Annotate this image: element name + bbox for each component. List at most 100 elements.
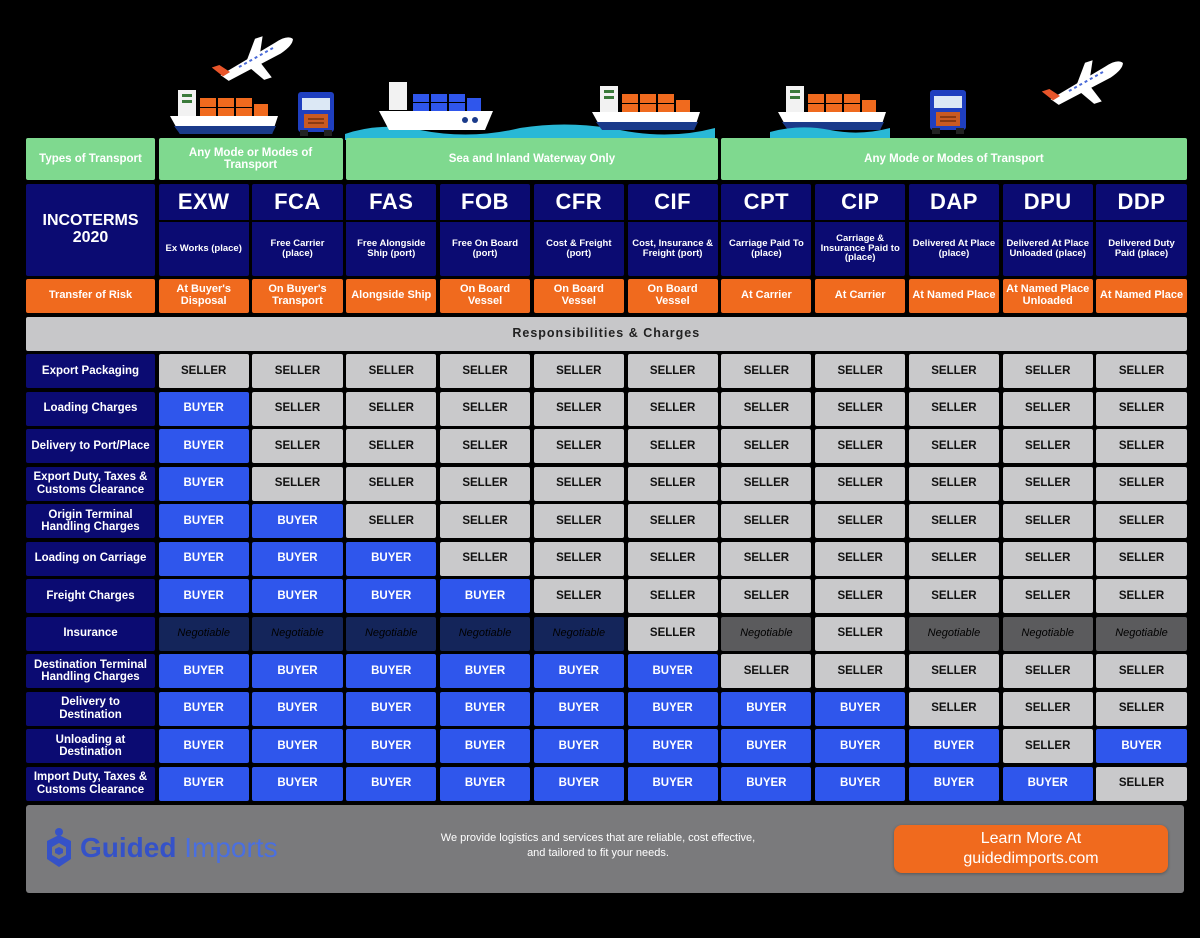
- responsibility-cell: SELLER: [627, 541, 718, 576]
- term-code: EXW: [158, 184, 249, 222]
- tagline-line-1: We provide logistics and services that a…: [440, 832, 756, 844]
- responsibility-cell: Negotiable: [346, 616, 437, 651]
- responsibility-cell: BUYER: [346, 579, 437, 613]
- responsibility-cell: SELLER: [1096, 541, 1187, 576]
- responsibility-cell: SELLER: [908, 541, 1000, 576]
- responsibility-cell: BUYER: [533, 654, 624, 688]
- transport-group-any-mode-2: Any Mode or Modes of Transport: [721, 138, 1187, 180]
- responsibility-cell: SELLER: [627, 616, 718, 651]
- responsibility-cell: SELLER: [908, 429, 1000, 463]
- risk-fob: On Board Vessel: [439, 279, 531, 313]
- responsibility-cell: SELLER: [721, 391, 812, 426]
- responsibility-cell: SELLER: [1002, 354, 1093, 388]
- responsibility-cell: SELLER: [439, 391, 531, 426]
- term-name: Delivered Duty Paid (place): [1108, 237, 1175, 259]
- term-name: Cost, Insurance & Freight (port): [632, 237, 713, 259]
- row-label: Import Duty, Taxes & Customs Clearance: [26, 766, 155, 801]
- responsibility-cell: SELLER: [721, 466, 812, 501]
- responsibility-cell: BUYER: [439, 766, 531, 801]
- term-header-fas: FAS Free Alongside Ship (port): [346, 183, 437, 276]
- responsibility-cell: BUYER: [721, 691, 812, 726]
- responsibility-cell: BUYER: [252, 541, 343, 576]
- row-label: Loading on Carriage: [26, 541, 155, 576]
- responsibility-cell: BUYER: [158, 541, 249, 576]
- guided-imports-logo[interactable]: Guided Imports: [46, 827, 278, 869]
- responsibility-cell: BUYER: [533, 729, 624, 763]
- responsibility-cell: BUYER: [908, 729, 1000, 763]
- responsibility-cell: BUYER: [346, 654, 437, 688]
- risk-cip: At Carrier: [815, 279, 906, 313]
- responsibility-cell: BUYER: [1096, 729, 1187, 763]
- responsibility-cell: SELLER: [439, 429, 531, 463]
- responsibility-cell: SELLER: [1096, 654, 1187, 688]
- responsibility-cell: BUYER: [439, 691, 531, 726]
- responsibility-cell: BUYER: [721, 729, 812, 763]
- term-header-ddp: DDP Delivered Duty Paid (place): [1096, 183, 1187, 276]
- responsibility-cell: SELLER: [1002, 391, 1093, 426]
- responsibility-cell: SELLER: [1096, 429, 1187, 463]
- transport-group-any-mode: Any Mode or Modes of Transport: [158, 138, 343, 180]
- responsibility-cell: BUYER: [158, 654, 249, 688]
- risk-ddp: At Named Place: [1096, 279, 1187, 313]
- responsibility-cell: BUYER: [158, 729, 249, 763]
- responsibility-cell: SELLER: [346, 466, 437, 501]
- responsibility-cell: SELLER: [533, 466, 624, 501]
- responsibility-cell: SELLER: [533, 391, 624, 426]
- risk-row-label: Transfer of Risk: [26, 279, 155, 313]
- responsibility-cell: SELLER: [908, 354, 1000, 388]
- term-code: DPU: [1002, 184, 1093, 222]
- responsibility-cell: BUYER: [533, 766, 624, 801]
- responsibility-cell: SELLER: [1096, 354, 1187, 388]
- learn-more-button[interactable]: Learn More At guidedimports.com: [894, 825, 1168, 873]
- term-header-fob: FOB Free On Board (port): [439, 183, 531, 276]
- responsibility-cell: SELLER: [815, 541, 906, 576]
- responsibility-cell: SELLER: [252, 429, 343, 463]
- responsibility-cell: SELLER: [252, 354, 343, 388]
- responsibility-cell: SELLER: [815, 391, 906, 426]
- responsibility-cell: BUYER: [1002, 766, 1093, 801]
- responsibility-cell: Negotiable: [721, 616, 812, 651]
- responsibility-cell: BUYER: [158, 429, 249, 463]
- responsibility-cell: SELLER: [815, 579, 906, 613]
- responsibility-cell: SELLER: [627, 354, 718, 388]
- term-header-dpu: DPU Delivered At Place Unloaded (place): [1002, 183, 1093, 276]
- responsibility-cell: BUYER: [815, 691, 906, 726]
- term-header-cip: CIP Carriage & Insurance Paid to (place): [815, 183, 906, 276]
- logo-icon: [47, 828, 71, 867]
- responsibility-cell: SELLER: [721, 504, 812, 538]
- responsibility-cell: SELLER: [908, 391, 1000, 426]
- term-code: CFR: [533, 184, 624, 222]
- risk-cpt: At Carrier: [721, 279, 812, 313]
- responsibility-cell: Negotiable: [908, 616, 1000, 651]
- responsibility-cell: SELLER: [908, 654, 1000, 688]
- responsibility-cell: BUYER: [346, 766, 437, 801]
- responsibility-cell: Negotiable: [1096, 616, 1187, 651]
- term-code: FAS: [346, 184, 437, 222]
- responsibility-cell: SELLER: [815, 504, 906, 538]
- risk-fas: Alongside Ship: [346, 279, 437, 313]
- responsibility-cell: SELLER: [908, 579, 1000, 613]
- incoterms-title: INCOTERMS 2020: [26, 183, 155, 276]
- responsibility-cell: SELLER: [627, 504, 718, 538]
- risk-cif: On Board Vessel: [627, 279, 718, 313]
- responsibility-cell: SELLER: [627, 466, 718, 501]
- responsibility-cell: BUYER: [158, 579, 249, 613]
- responsibility-cell: BUYER: [252, 691, 343, 726]
- term-code: CIP: [815, 184, 906, 222]
- responsibility-cell: BUYER: [252, 579, 343, 613]
- responsibility-cell: SELLER: [815, 616, 906, 651]
- responsibility-cell: SELLER: [815, 466, 906, 501]
- responsibility-cell: SELLER: [439, 541, 531, 576]
- responsibility-cell: SELLER: [533, 541, 624, 576]
- responsibility-cell: SELLER: [908, 466, 1000, 501]
- term-header-dap: DAP Delivered At Place (place): [908, 183, 1000, 276]
- term-header-cif: CIF Cost, Insurance & Freight (port): [627, 183, 718, 276]
- responsibility-cell: SELLER: [1002, 429, 1093, 463]
- responsibility-cell: SELLER: [721, 654, 812, 688]
- term-name: Carriage Paid To (place): [728, 237, 804, 259]
- responsibility-cell: BUYER: [627, 691, 718, 726]
- responsibility-cell: SELLER: [1002, 691, 1093, 726]
- row-label: Origin Terminal Handling Charges: [26, 504, 155, 538]
- responsibility-cell: SELLER: [721, 429, 812, 463]
- responsibility-cell: BUYER: [815, 766, 906, 801]
